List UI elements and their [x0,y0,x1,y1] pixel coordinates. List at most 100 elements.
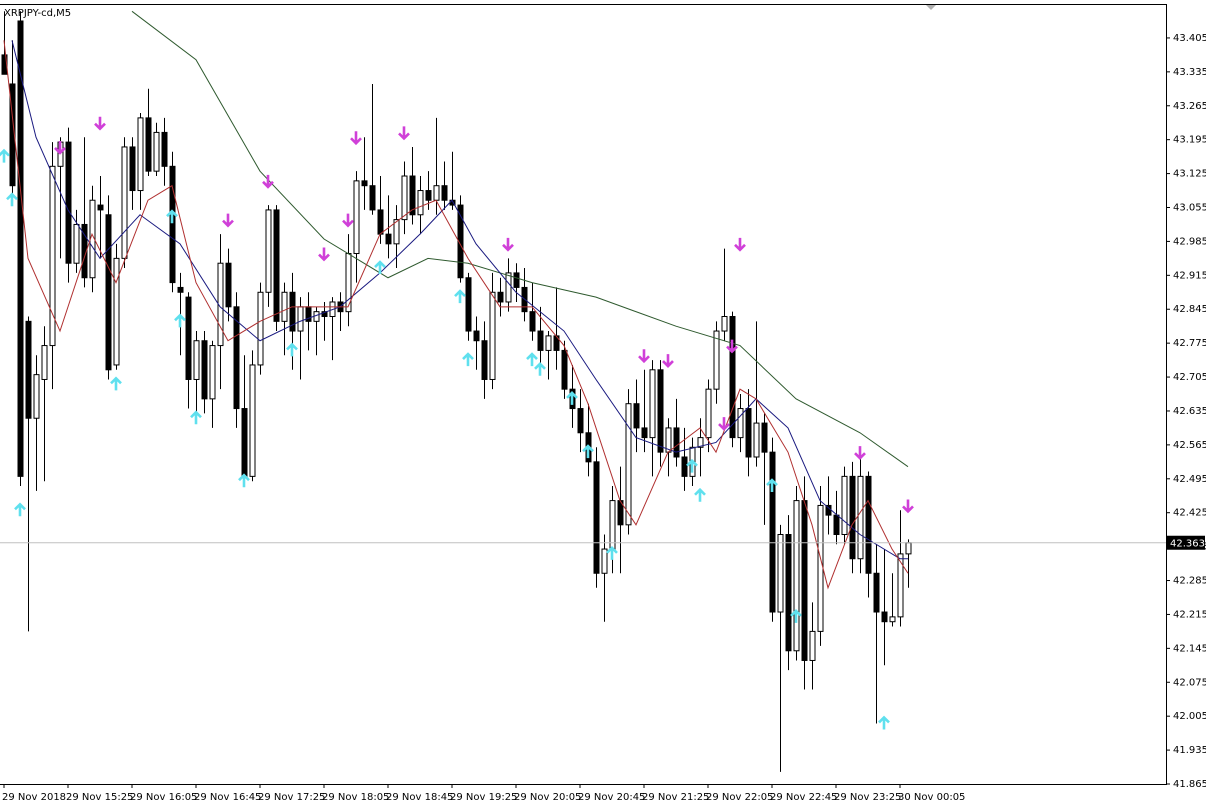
y-tick-label: 42.215 [1173,609,1206,620]
candle-body [537,330,544,351]
candle-body [753,422,760,458]
y-tick-label: 42.005 [1173,711,1206,722]
candle-body [209,345,216,400]
buy-arrow [766,478,778,493]
shift-marker [926,5,936,10]
candle-body [81,223,88,279]
candle-body [129,146,136,192]
candle-body [225,262,232,308]
candle-body [393,219,400,245]
buy-arrow [582,444,594,459]
buy-arrow [174,313,186,328]
candle-body [425,190,432,201]
candle-body [905,542,912,555]
buy-arrow [110,376,122,391]
candle-body [881,611,888,623]
moving-average [11,40,908,560]
buy-arrow [166,209,178,224]
y-tick-label: 42.985 [1173,236,1206,247]
candle-body [33,374,40,419]
candle-body [417,190,424,216]
candle-body [177,286,184,293]
candle-body [857,475,864,560]
candle-body [721,316,728,332]
x-tick-label: 29 Nov 17:25 [258,792,325,803]
x-tick-label: 29 Nov 18:45 [386,792,453,803]
buy-arrow [6,192,18,207]
y-tick-label: 42.285 [1173,576,1206,587]
x-tick-label: 29 Nov 19:25 [450,792,517,803]
sell-arrow [318,247,330,262]
candle-body [193,340,200,380]
candle-body [625,403,632,526]
x-tick-label: 29 Nov 20:45 [578,792,645,803]
x-tick-label: 29 Nov 18:05 [322,792,389,803]
candle-body [833,514,840,536]
y-tick-label: 42.845 [1173,304,1206,315]
candle-body [473,330,480,342]
candle-body [561,349,568,390]
candle-body [737,408,744,439]
candle-body [761,422,768,453]
candle-body [65,141,72,264]
candle-body [633,403,640,429]
candle-body [713,330,720,390]
y-tick-label: 43.195 [1173,135,1206,146]
sell-arrow [902,499,914,514]
sell-arrow [262,174,274,189]
candle-body [681,456,688,477]
y-tick-label: 43.405 [1173,33,1206,44]
y-tick-label: 43.055 [1173,203,1206,214]
candle-body [9,83,16,187]
candle-body [401,175,408,221]
buy-arrow [606,546,618,560]
candle-body [809,630,816,661]
candle-body [889,616,896,623]
candle-body [145,117,152,172]
candle-body [529,311,536,332]
y-tick-label: 43.125 [1173,169,1206,180]
sell-arrow [726,339,738,354]
buy-arrow [790,609,802,623]
sell-arrow [502,237,514,252]
candle-body [793,500,800,652]
buy-arrow [526,352,538,367]
buy-arrow [534,361,546,376]
candle-body [785,534,792,652]
candle-body [433,185,440,201]
candle-body [201,340,208,400]
candle-body [233,306,240,410]
buy-arrow [190,410,202,425]
y-tick-label: 42.565 [1173,440,1206,451]
x-tick-label: 29 Nov 21:25 [642,792,709,803]
candle-body [321,311,328,318]
sell-arrow [638,349,650,364]
candle-body [265,209,272,293]
candle-body [481,340,488,380]
candle-body [273,209,280,322]
candle-body [137,117,144,192]
candle-body [289,291,296,332]
candle-body [865,475,872,574]
candle-body [73,223,80,264]
buy-arrow [694,487,706,502]
candle-body [97,204,104,211]
candle-body [513,272,520,288]
candle-body [297,306,304,332]
x-tick-label: 29 Nov 2018 [2,792,66,803]
sell-arrow [662,354,674,368]
buy-arrow [14,502,26,517]
candle-body [241,408,248,477]
candle-body [777,534,784,613]
candle-body [609,500,616,550]
y-tick-label: 42.495 [1173,474,1206,485]
candle-body [281,291,288,322]
y-tick-label: 42.915 [1173,270,1206,281]
x-tick-label: 29 Nov 20:05 [514,792,581,803]
sell-arrow [222,213,234,228]
y-tick-label: 41.935 [1173,745,1206,756]
candle-body [497,291,504,303]
buy-arrow [0,148,10,163]
